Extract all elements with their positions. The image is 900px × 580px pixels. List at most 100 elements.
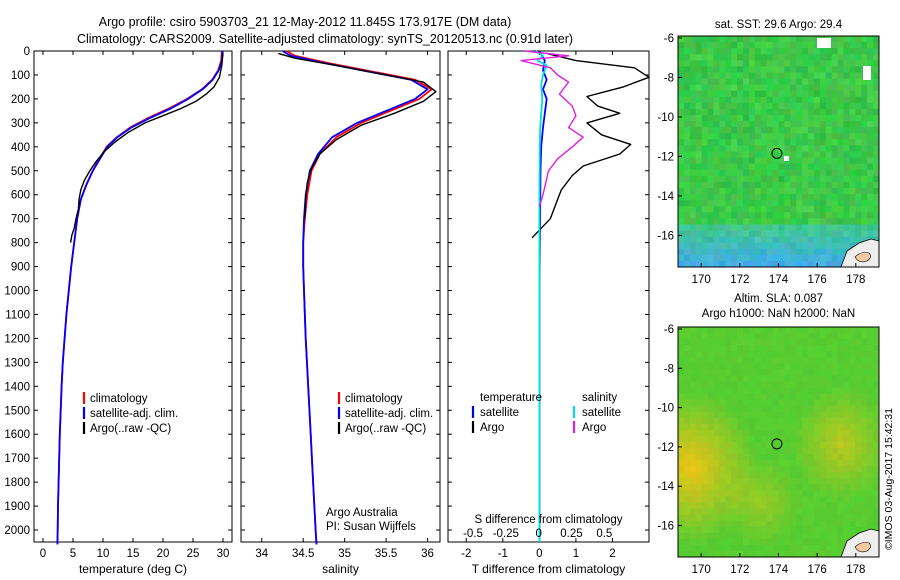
heatmap-cell: [760, 472, 768, 479]
heatmap-cell: [772, 538, 779, 546]
heatmap-cell: [837, 242, 844, 250]
heatmap-cell: [784, 48, 791, 55]
heatmap-cell: [683, 60, 691, 67]
heatmap-cell: [760, 242, 768, 250]
heatmap-cell: [790, 532, 797, 540]
heatmap-cell: [819, 127, 827, 134]
heatmap-cell: [784, 417, 791, 425]
heatmap-cell: [802, 544, 809, 552]
heatmap-cell: [861, 472, 868, 479]
heatmap-cell: [837, 532, 844, 540]
heatmap-cell: [689, 417, 697, 425]
heatmap-cell: [737, 514, 744, 522]
heatmap-cell: [754, 490, 762, 497]
heatmap-cell: [713, 339, 720, 346]
heatmap-cell: [796, 369, 803, 376]
heatmap-cell: [825, 423, 833, 431]
heatmap-cell: [683, 387, 691, 394]
heatmap-cell: [766, 520, 773, 528]
heatmap-cell: [725, 375, 732, 382]
heatmap-cell: [778, 544, 785, 552]
heatmap-cell: [713, 381, 720, 388]
heatmap-cell: [719, 442, 726, 449]
heatmap-cell: [837, 460, 844, 467]
heatmap-cell: [760, 490, 768, 497]
heatmap-cell: [849, 351, 856, 358]
heatmap-cell: [725, 393, 732, 401]
heatmap-cell: [678, 72, 685, 79]
heatmap-cell: [813, 339, 821, 346]
heatmap-cell: [825, 84, 833, 92]
heatmap-cell: [873, 115, 880, 122]
heatmap-cell: [701, 72, 708, 79]
heatmap-cell: [796, 526, 803, 534]
heatmap-cell: [837, 345, 844, 352]
heatmap-cell: [837, 218, 844, 225]
heatmap-cell: [689, 84, 697, 92]
heatmap-cell: [707, 435, 714, 443]
heatmap-cell: [802, 242, 809, 250]
heatmap-cell: [713, 351, 720, 358]
heatmap-cell: [837, 169, 844, 177]
heatmap-cell: [713, 460, 720, 467]
heatmap-cell: [695, 42, 703, 49]
heatmap-cell: [760, 187, 768, 195]
heatmap-cell: [831, 460, 839, 467]
heatmap-cell: [743, 66, 750, 73]
heatmap-cell: [843, 454, 850, 461]
heatmap-cell: [819, 369, 827, 376]
heatmap-cell: [754, 248, 762, 256]
heatmap-cell: [813, 484, 821, 491]
heatmap-cell: [819, 472, 827, 479]
heatmap-cell: [695, 224, 703, 231]
heatmap-cell: [719, 121, 726, 128]
heatmap-cell: [825, 387, 833, 394]
heatmap-cell: [772, 54, 779, 61]
heatmap-cell: [790, 508, 797, 516]
heatmap-cell: [802, 363, 809, 370]
heatmap-cell: [743, 532, 750, 540]
heatmap-cell: [695, 423, 703, 431]
heatmap-cell: [725, 181, 732, 189]
heatmap-cell: [778, 478, 785, 485]
map-lat-label: -10: [657, 112, 674, 124]
salinity-axes-frame: [240, 50, 441, 543]
heatmap-cell: [784, 66, 791, 73]
heatmap-cell: [873, 472, 880, 479]
heatmap-cell: [689, 345, 697, 352]
heatmap-cell: [819, 435, 827, 443]
heatmap-cell: [813, 460, 821, 467]
heatmap-cell: [683, 429, 691, 437]
heatmap-cell: [743, 230, 750, 238]
heatmap-cell: [837, 502, 844, 509]
map-lat-label: -16: [657, 230, 674, 242]
heatmap-cell: [678, 212, 685, 219]
heatmap-cell: [831, 363, 839, 370]
heatmap-cell: [766, 333, 773, 340]
heatmap-cell: [802, 181, 809, 189]
heatmap-cell: [725, 448, 732, 455]
heatmap-cell: [689, 254, 697, 262]
heatmap-cell: [849, 206, 856, 213]
heatmap-cell: [873, 345, 880, 352]
heatmap-cell: [825, 429, 833, 437]
heatmap-cell: [778, 60, 785, 67]
heatmap-cell: [802, 163, 809, 171]
heatmap-cell: [748, 514, 756, 522]
heatmap-cell: [831, 478, 839, 485]
heatmap-cell: [766, 381, 773, 388]
heatmap-cell: [772, 496, 779, 503]
heatmap-cell: [855, 411, 862, 419]
heatmap-cell: [743, 163, 750, 171]
heatmap-cell: [778, 429, 785, 437]
heatmap-cell: [778, 84, 785, 92]
heatmap-cell: [766, 181, 773, 189]
heatmap-cell: [772, 194, 779, 201]
heatmap-cell: [796, 212, 803, 219]
legend-label: Argo(..raw -QC): [90, 423, 171, 435]
heatmap-cell: [778, 115, 785, 122]
heatmap-cell: [737, 206, 744, 213]
heatmap-cell: [831, 212, 839, 219]
heatmap-cell: [683, 460, 691, 467]
heatmap-cell: [725, 508, 732, 516]
